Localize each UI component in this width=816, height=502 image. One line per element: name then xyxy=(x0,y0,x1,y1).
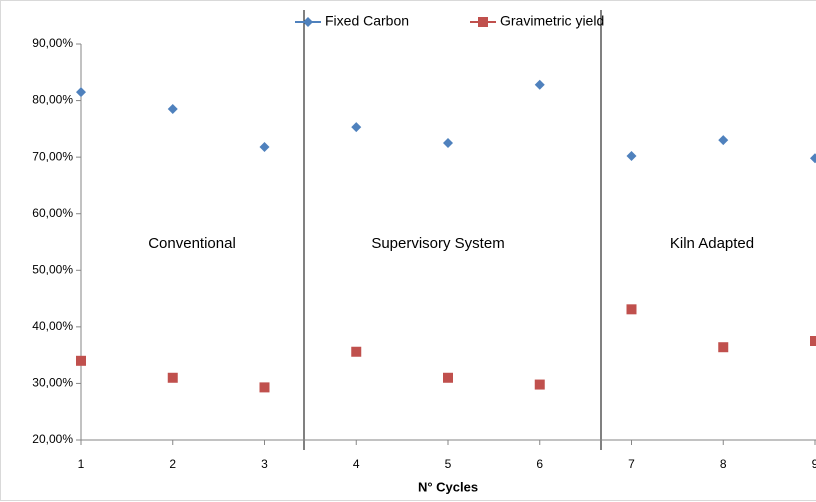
marker-square xyxy=(478,17,488,27)
marker-square xyxy=(718,342,729,353)
x-tick-label: 5 xyxy=(445,457,452,471)
x-tick-label: 2 xyxy=(169,457,176,471)
marker-square xyxy=(626,304,637,315)
marker-diamond xyxy=(167,104,178,115)
marker-square xyxy=(167,372,178,383)
y-tick-label: 70,00% xyxy=(32,149,73,163)
y-tick-label: 30,00% xyxy=(32,376,73,390)
y-tick-label: 90,00% xyxy=(32,36,73,50)
x-axis-label: N° Cycles xyxy=(418,479,478,494)
marker-diamond xyxy=(259,141,270,152)
y-tick-label: 80,00% xyxy=(32,93,73,107)
x-tick-label: 1 xyxy=(78,457,85,471)
marker-square xyxy=(351,346,362,357)
annotation: Conventional xyxy=(148,235,236,252)
y-tick-label: 60,00% xyxy=(32,206,73,220)
marker-square xyxy=(76,355,86,366)
marker-diamond xyxy=(443,138,453,148)
x-tick-label: 6 xyxy=(536,457,543,471)
marker-square xyxy=(443,372,453,383)
y-tick-label: 50,00% xyxy=(32,262,73,276)
annotation: Supervisory System xyxy=(371,235,504,252)
annotation: Kiln Adapted xyxy=(670,235,754,252)
x-tick-label: 4 xyxy=(353,457,360,471)
marker-square xyxy=(810,336,816,346)
x-tick-label: 9 xyxy=(812,457,816,471)
marker-square xyxy=(259,382,270,393)
marker-diamond xyxy=(76,87,86,98)
legend-label: Fixed Carbon xyxy=(325,13,409,29)
x-tick-label: 7 xyxy=(628,457,635,471)
marker-diamond xyxy=(534,79,545,90)
marker-diamond xyxy=(810,153,816,164)
y-tick-label: 40,00% xyxy=(32,319,73,333)
marker-square xyxy=(534,379,545,390)
marker-diamond xyxy=(351,122,362,133)
marker-diamond xyxy=(303,17,313,27)
marker-diamond xyxy=(626,151,637,162)
marker-diamond xyxy=(718,135,729,146)
y-tick-label: 20,00% xyxy=(32,432,73,446)
x-tick-label: 3 xyxy=(261,457,268,471)
x-tick-label: 8 xyxy=(720,457,727,471)
legend-label: Gravimetric yield xyxy=(500,13,604,29)
